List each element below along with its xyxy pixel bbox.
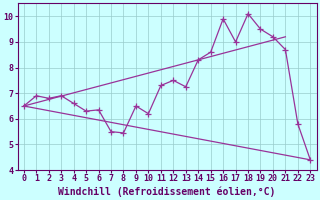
X-axis label: Windchill (Refroidissement éolien,°C): Windchill (Refroidissement éolien,°C) <box>58 186 276 197</box>
